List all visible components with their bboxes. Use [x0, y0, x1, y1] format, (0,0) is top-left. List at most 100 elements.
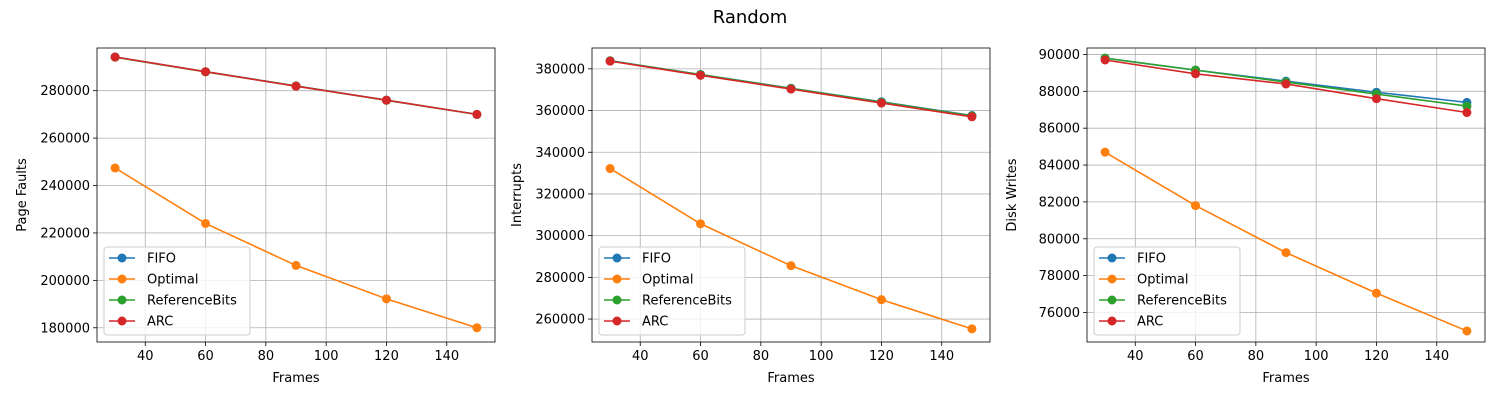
y-tick-label: 260000 — [40, 132, 90, 147]
y-tick-label: 280000 — [535, 271, 585, 286]
legend-label-fifo: FIFO — [1137, 252, 1166, 267]
data-point-optimal — [1100, 147, 1110, 157]
y-tick-label: 82000 — [1039, 195, 1080, 210]
y-tick-label: 84000 — [1039, 159, 1080, 174]
legend-marker-optimal — [117, 274, 127, 284]
x-tick-label: 60 — [692, 349, 709, 364]
y-tick-label: 300000 — [535, 229, 585, 244]
legend-marker-referencebits — [1107, 295, 1117, 305]
x-tick-label: 120 — [1364, 349, 1389, 364]
legend-label-arc: ARC — [1137, 315, 1163, 330]
legend-marker-fifo — [612, 253, 622, 263]
y-tick-label: 320000 — [535, 187, 585, 202]
x-axis-label: Frames — [1262, 371, 1310, 386]
legend-label-arc: ARC — [642, 315, 668, 330]
data-point-arc — [472, 109, 482, 119]
plot-frame — [96, 47, 496, 343]
y-tick-label: 86000 — [1039, 122, 1080, 137]
y-tick-label: 340000 — [535, 146, 585, 161]
data-point-arc — [201, 67, 211, 77]
y-tick-label: 380000 — [535, 62, 585, 77]
legend-label-referencebits: ReferenceBits — [1137, 294, 1227, 309]
x-tick-label: 80 — [258, 349, 275, 364]
y-tick-label: 200000 — [40, 274, 90, 289]
legend-label-referencebits: ReferenceBits — [642, 294, 732, 309]
data-point-optimal — [381, 294, 391, 304]
data-point-optimal — [1281, 248, 1291, 258]
data-point-arc — [605, 56, 615, 66]
data-point-optimal — [605, 164, 615, 174]
data-point-optimal — [201, 218, 211, 228]
y-tick-label: 80000 — [1039, 232, 1080, 247]
x-tick-label: 100 — [1304, 349, 1329, 364]
data-point-arc — [696, 70, 706, 80]
legend: FIFO Optimal ReferenceBits ARC — [1093, 246, 1241, 336]
x-tick-label: 100 — [314, 349, 339, 364]
legend-marker-arc — [1107, 316, 1117, 326]
subplot-2: 40 60 80 100 120 140 260000 280000 300000 320000 3… — [510, 47, 991, 386]
y-tick-label: 220000 — [40, 226, 90, 241]
data-point-arc — [1462, 108, 1472, 118]
x-tick-label: 100 — [809, 349, 834, 364]
x-tick-label: 60 — [197, 349, 214, 364]
figure-suptitle: Random — [713, 7, 788, 28]
legend-label-fifo: FIFO — [147, 252, 176, 267]
x-tick-label: 120 — [869, 349, 894, 364]
data-point-arc — [1191, 69, 1201, 79]
legend-box — [103, 246, 251, 336]
data-point-referencebits — [1462, 101, 1472, 111]
data-point-arc — [967, 112, 977, 122]
x-tick-label: 80 — [753, 349, 770, 364]
legend-marker-arc — [117, 316, 127, 326]
legend-marker-referencebits — [612, 295, 622, 305]
x-axis-label: Frames — [272, 371, 320, 386]
legend-label-arc: ARC — [147, 315, 173, 330]
y-tick-label: 260000 — [535, 313, 585, 328]
legend-marker-referencebits — [117, 295, 127, 305]
y-tick-label: 180000 — [40, 321, 90, 336]
data-point-optimal — [1191, 201, 1201, 211]
data-point-arc — [1100, 55, 1110, 65]
legend-label-optimal: Optimal — [1137, 273, 1188, 288]
data-point-optimal — [876, 295, 886, 305]
x-tick-label: 140 — [1424, 349, 1449, 364]
data-point-optimal — [967, 324, 977, 334]
data-point-optimal — [472, 323, 482, 333]
y-tick-label: 90000 — [1039, 48, 1080, 63]
data-point-arc — [291, 81, 301, 91]
y-axis-label: Page Faults — [15, 158, 30, 232]
legend-marker-fifo — [117, 253, 127, 263]
data-point-optimal — [696, 219, 706, 229]
y-tick-label: 76000 — [1039, 306, 1080, 321]
data-point-arc — [876, 98, 886, 108]
y-tick-label: 360000 — [535, 104, 585, 119]
plot-frame — [1086, 47, 1486, 343]
legend-marker-optimal — [1107, 274, 1117, 284]
legend-label-referencebits: ReferenceBits — [147, 294, 237, 309]
data-point-optimal — [786, 261, 796, 271]
legend-label-optimal: Optimal — [147, 273, 198, 288]
x-tick-label: 140 — [434, 349, 459, 364]
x-tick-label: 40 — [137, 349, 154, 364]
x-tick-label: 60 — [1187, 349, 1204, 364]
plot-frame — [591, 47, 991, 343]
subplot-3: 40 60 80 100 120 140 76000 78000 80000 82000 84000… — [1005, 47, 1486, 386]
y-axis-label: Disk Writes — [1005, 158, 1020, 231]
x-tick-label: 40 — [1127, 349, 1144, 364]
y-tick-label: 78000 — [1039, 269, 1080, 284]
legend-box — [1093, 246, 1241, 336]
data-point-arc — [1371, 94, 1381, 104]
data-point-arc — [1281, 79, 1291, 89]
legend-label-fifo: FIFO — [642, 252, 671, 267]
y-axis-label: Interrupts — [510, 163, 525, 227]
x-axis-label: Frames — [767, 371, 815, 386]
y-tick-label: 88000 — [1039, 85, 1080, 100]
data-point-arc — [381, 95, 391, 105]
x-tick-label: 120 — [374, 349, 399, 364]
legend-box — [598, 246, 746, 336]
data-point-optimal — [1371, 288, 1381, 298]
x-tick-label: 140 — [929, 349, 954, 364]
data-point-optimal — [110, 163, 120, 173]
